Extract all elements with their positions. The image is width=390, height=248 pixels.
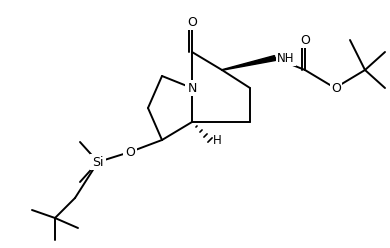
Text: NH: NH xyxy=(277,52,294,64)
Text: O: O xyxy=(125,146,135,158)
Text: N: N xyxy=(187,82,197,94)
Text: Si: Si xyxy=(92,155,104,168)
Text: O: O xyxy=(331,82,341,94)
Text: H: H xyxy=(213,133,222,147)
Text: O: O xyxy=(187,15,197,29)
Polygon shape xyxy=(222,56,276,70)
Text: O: O xyxy=(300,33,310,47)
